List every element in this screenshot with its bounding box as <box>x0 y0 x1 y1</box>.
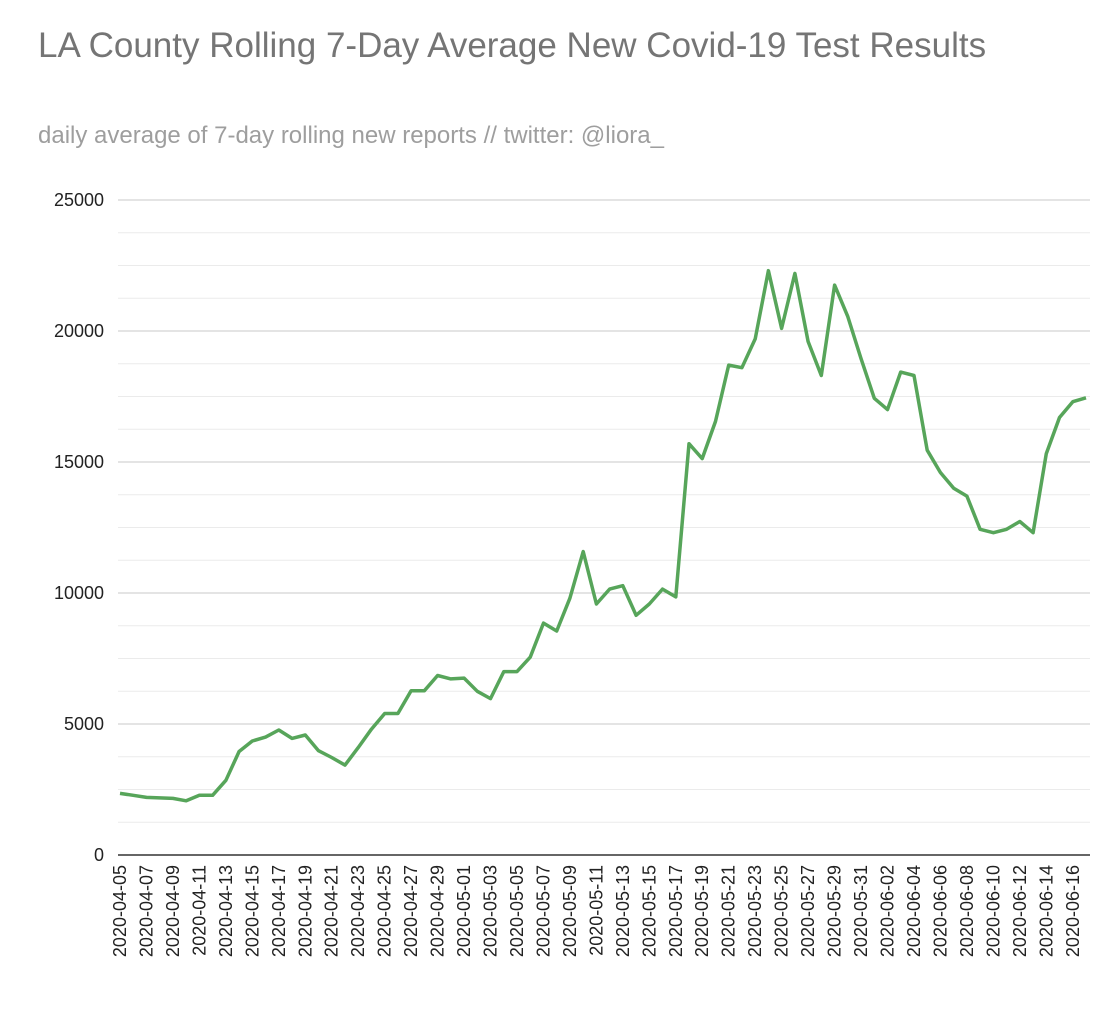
y-tick-label: 10000 <box>54 583 104 603</box>
x-tick-label: 2020-05-09 <box>560 865 580 957</box>
x-tick-label: 2020-05-13 <box>613 865 633 957</box>
x-tick-label: 2020-04-13 <box>216 865 236 957</box>
x-tick-label: 2020-04-27 <box>401 865 421 957</box>
x-tick-label: 2020-06-08 <box>957 865 977 957</box>
x-tick-label: 2020-04-29 <box>428 865 448 957</box>
x-tick-label: 2020-05-17 <box>666 865 686 957</box>
y-tick-label: 15000 <box>54 452 104 472</box>
x-tick-label: 2020-06-12 <box>1010 865 1030 957</box>
chart-title: LA County Rolling 7-Day Average New Covi… <box>38 26 987 65</box>
x-tick-label: 2020-05-03 <box>481 865 501 957</box>
y-tick-label: 20000 <box>54 321 104 341</box>
x-tick-label: 2020-05-21 <box>719 865 739 957</box>
x-tick-label: 2020-06-16 <box>1063 865 1083 957</box>
x-tick-label: 2020-05-31 <box>851 865 871 957</box>
data-line <box>119 268 1087 803</box>
x-tick-label: 2020-05-25 <box>772 865 792 957</box>
x-tick-label: 2020-04-25 <box>375 865 395 957</box>
y-tick-label: 25000 <box>54 190 104 210</box>
x-tick-label: 2020-06-10 <box>983 865 1003 957</box>
x-tick-label: 2020-04-21 <box>322 865 342 957</box>
chart-subtitle: daily average of 7-day rolling new repor… <box>38 122 664 149</box>
x-tick-label: 2020-06-02 <box>878 865 898 957</box>
x-tick-label: 2020-04-15 <box>242 865 262 957</box>
x-tick-label: 2020-04-17 <box>269 865 289 957</box>
x-tick-label: 2020-04-07 <box>136 865 156 957</box>
x-tick-label: 2020-05-05 <box>507 865 527 957</box>
x-tick-label: 2020-06-06 <box>930 865 950 957</box>
x-tick-label: 2020-04-05 <box>110 865 130 957</box>
x-tick-label: 2020-05-23 <box>745 865 765 957</box>
x-tick-label: 2020-04-19 <box>295 865 315 957</box>
x-tick-label: 2020-04-09 <box>163 865 183 957</box>
x-tick-label: 2020-05-15 <box>639 865 659 957</box>
y-tick-label: 5000 <box>64 714 104 734</box>
x-tick-label: 2020-05-27 <box>798 865 818 957</box>
x-tick-label: 2020-05-11 <box>586 865 606 956</box>
x-tick-label: 2020-05-19 <box>692 865 712 957</box>
x-tick-label: 2020-04-11 <box>189 865 209 956</box>
x-tick-label: 2020-05-01 <box>454 865 474 957</box>
x-tick-label: 2020-05-29 <box>825 865 845 957</box>
x-tick-label: 2020-05-07 <box>533 865 553 957</box>
y-tick-label: 0 <box>94 845 104 865</box>
x-tick-label: 2020-06-04 <box>904 865 924 957</box>
x-tick-label: 2020-04-23 <box>348 865 368 957</box>
x-tick-label: 2020-06-14 <box>1036 865 1056 957</box>
